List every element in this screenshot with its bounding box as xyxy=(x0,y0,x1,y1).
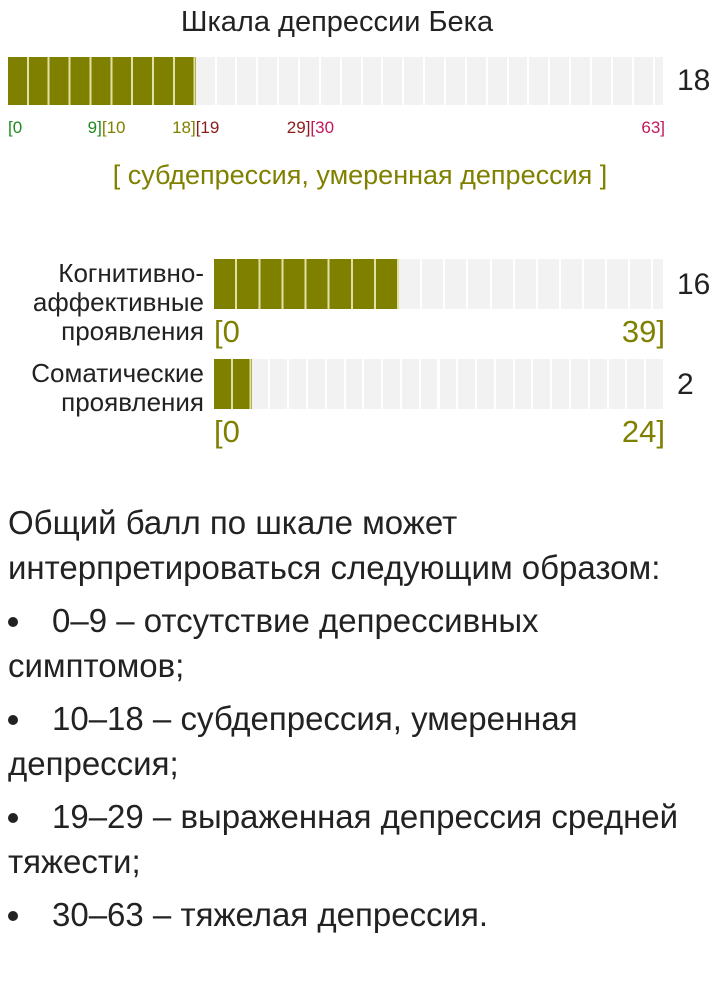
range-from: [30 xyxy=(310,118,335,137)
range-from: [19 xyxy=(195,118,220,137)
subscale-bar xyxy=(214,259,665,309)
range-to: 63] xyxy=(641,118,665,137)
bar-cell xyxy=(466,57,486,105)
result: [ субдепрессия, умеренная депрессия ] xyxy=(112,160,608,190)
range-to: 18] xyxy=(172,118,196,137)
bar-cell xyxy=(425,57,444,105)
bar-cell xyxy=(237,57,257,105)
bar-cell xyxy=(607,259,629,309)
bar-cell xyxy=(612,57,632,105)
bar-cell xyxy=(491,259,513,309)
bar-cell xyxy=(571,57,590,105)
subscale-label: Соматические проявления xyxy=(31,358,204,417)
bar-cell xyxy=(571,359,588,409)
bar-cell xyxy=(307,359,325,409)
bar-cell xyxy=(589,359,607,409)
bar-cell xyxy=(446,57,465,105)
bar-fill xyxy=(8,57,196,105)
title: Шкала депрессии Бека xyxy=(180,6,494,38)
subscale-label: Когнитивно-аффективные проявления xyxy=(32,258,204,346)
bar-cell xyxy=(560,259,583,309)
bar-cell xyxy=(529,57,549,105)
bar-cell xyxy=(477,359,494,409)
bar-cell xyxy=(345,359,363,409)
bar-cell xyxy=(341,57,361,105)
range-from: [10 xyxy=(101,118,126,137)
bar-cell xyxy=(258,57,278,105)
bar-cell xyxy=(514,359,532,409)
bar-cell xyxy=(537,259,559,309)
subscale-score: 16 xyxy=(677,268,711,301)
total-bar xyxy=(8,57,665,105)
bar-cell xyxy=(627,359,645,409)
bar-cell xyxy=(508,57,528,105)
bar-cell xyxy=(364,359,382,409)
bar-cell xyxy=(458,359,476,409)
bar-cell xyxy=(362,57,382,105)
bar-cell xyxy=(646,359,663,409)
bar-fill xyxy=(214,359,252,409)
bar-cell xyxy=(401,359,419,409)
bar-cell xyxy=(399,259,421,309)
bar-cell xyxy=(383,359,400,409)
bar-cell xyxy=(584,259,606,309)
item: 0–9 – отсутствие депрессивных симптомов; xyxy=(8,598,713,688)
bar-cell xyxy=(279,57,298,105)
intro: Общий балл по шкале может интерпретирова… xyxy=(8,504,661,586)
item: 30–63 – тяжелая депрессия. xyxy=(8,892,713,937)
bar-cell xyxy=(326,359,344,409)
bar-cell xyxy=(653,259,663,309)
bar-cell xyxy=(487,57,507,105)
bar-cell xyxy=(300,57,319,105)
scale-max: 24] xyxy=(621,414,665,449)
bar-cell xyxy=(633,57,653,105)
bar-cell xyxy=(320,57,340,105)
bar-cell xyxy=(216,57,236,105)
bar-cell xyxy=(289,359,306,409)
bar-cell xyxy=(439,359,457,409)
bar-cell xyxy=(422,259,444,309)
total-score: 18 xyxy=(677,64,711,97)
bar-cell xyxy=(270,359,288,409)
bar-cell xyxy=(552,359,570,409)
bar-cell xyxy=(514,259,536,309)
bar-fill xyxy=(214,259,400,309)
bar-cell xyxy=(533,359,551,409)
bar-cell xyxy=(654,57,663,105)
scale-min: [0 xyxy=(214,314,240,349)
bar-cell xyxy=(608,359,626,409)
bar-cell xyxy=(630,259,652,309)
item: 10–18 – субдепрессия, умеренная депресси… xyxy=(8,696,713,786)
item: 19–29 – выраженная депрессия средней тяж… xyxy=(8,794,713,884)
bar-cell xyxy=(195,57,215,105)
bar-cell xyxy=(445,259,467,309)
bar-cell xyxy=(420,359,438,409)
bar-cell xyxy=(592,57,611,105)
bar-cell xyxy=(383,57,403,105)
items: 0–9 – отсутствие депрессивных симптомов;… xyxy=(8,598,713,937)
scale-max: 39] xyxy=(621,314,665,349)
range-from: [0 xyxy=(8,118,23,137)
bar-cell xyxy=(404,57,424,105)
scale-min: [0 xyxy=(214,414,240,449)
interpretation: Общий балл по шкале может интерпретирова… xyxy=(8,500,713,945)
bar-cell xyxy=(550,57,570,105)
bar-cell xyxy=(251,359,269,409)
bar-cell xyxy=(495,359,513,409)
bar-cell xyxy=(468,259,490,309)
subscale-score: 2 xyxy=(677,368,694,401)
subscale-bar xyxy=(214,359,665,409)
range-to: 29] xyxy=(286,118,311,137)
range-to: 9] xyxy=(87,118,102,137)
